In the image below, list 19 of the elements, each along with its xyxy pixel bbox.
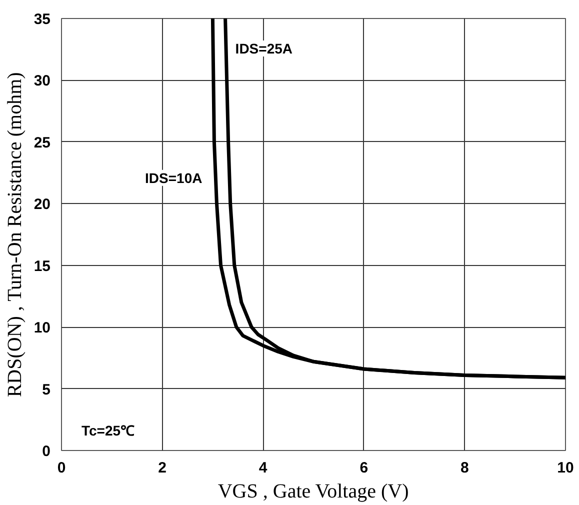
y-tick-label: 5	[42, 381, 50, 398]
y-axis-title: RDS(ON) , Turn-On Resistance (mohm)	[4, 72, 26, 398]
x-axis-title: VGS , Gate Voltage (V)	[218, 480, 409, 502]
series-label: IDS=10A	[145, 170, 202, 186]
y-tick-label: 35	[34, 11, 51, 28]
y-tick-label: 25	[34, 134, 51, 152]
y-tick-label: 20	[34, 196, 51, 214]
y-tick-label: 0	[42, 443, 50, 460]
x-tick-label: 4	[258, 460, 268, 476]
x-tick-label: 6	[360, 460, 368, 476]
x-tick-label: 8	[460, 460, 469, 476]
y-tick-label: 15	[34, 258, 51, 275]
annotation: Tc=25℃	[82, 422, 135, 438]
series-label: IDS=25A	[235, 40, 293, 56]
x-tick-label: 10	[557, 460, 574, 476]
y-tick-label: 30	[34, 72, 51, 90]
x-tick-label: 0	[57, 460, 66, 476]
y-tick-label: 10	[34, 320, 51, 337]
x-tick-label: 2	[158, 460, 166, 476]
